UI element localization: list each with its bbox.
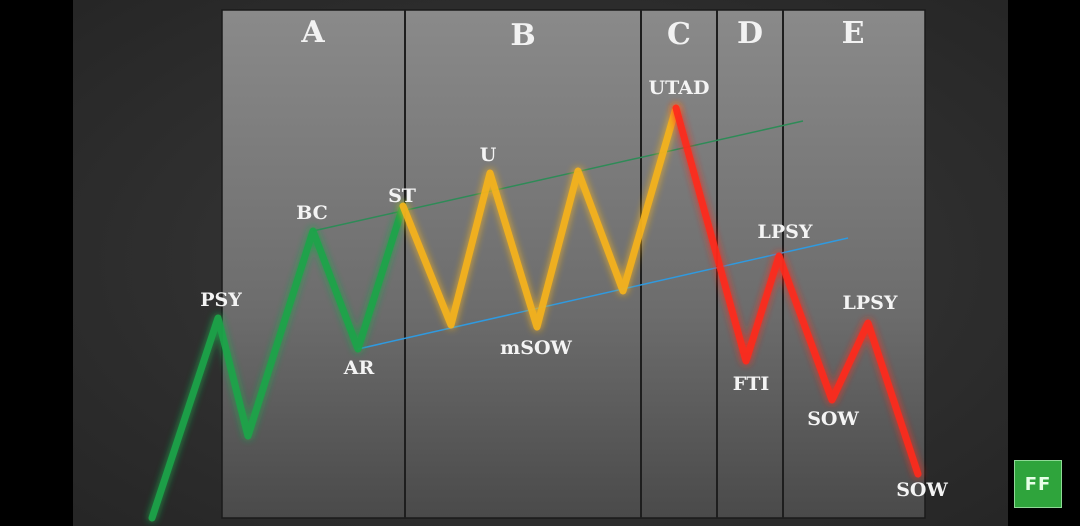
event-label-st: ST	[388, 185, 416, 207]
price-path-markup-leg	[148, 202, 407, 522]
phase-label-e: E	[842, 16, 865, 51]
upper-trend-line	[312, 120, 804, 232]
event-label-sow-second: SOW	[896, 479, 948, 501]
event-label-lpsy-first: LPSY	[758, 221, 813, 243]
phase-panel	[221, 9, 926, 519]
event-label-lpsy-second: LPSY	[843, 292, 898, 314]
ff-logo-text: FF	[1024, 473, 1052, 495]
event-label-ar: AR	[343, 357, 375, 379]
event-label-msow: mSOW	[500, 337, 572, 359]
phase-label-d: D	[737, 16, 763, 51]
phase-label-a: A	[300, 15, 325, 50]
event-label-bc: BC	[296, 202, 328, 224]
phase-label-b: B	[510, 18, 535, 53]
price-path-markdown-leg	[672, 104, 922, 478]
event-label-u: U	[480, 144, 497, 166]
price-path-range-leg	[399, 104, 680, 331]
phase-label-c: C	[667, 17, 691, 52]
event-label-fti: FTI	[733, 373, 770, 395]
event-label-sow-first: SOW	[807, 408, 859, 430]
ff-logo-badge: FF	[1014, 460, 1062, 508]
event-label-utad: UTAD	[649, 77, 710, 99]
event-label-psy: PSY	[200, 289, 242, 311]
lower-trend-line	[357, 237, 849, 350]
